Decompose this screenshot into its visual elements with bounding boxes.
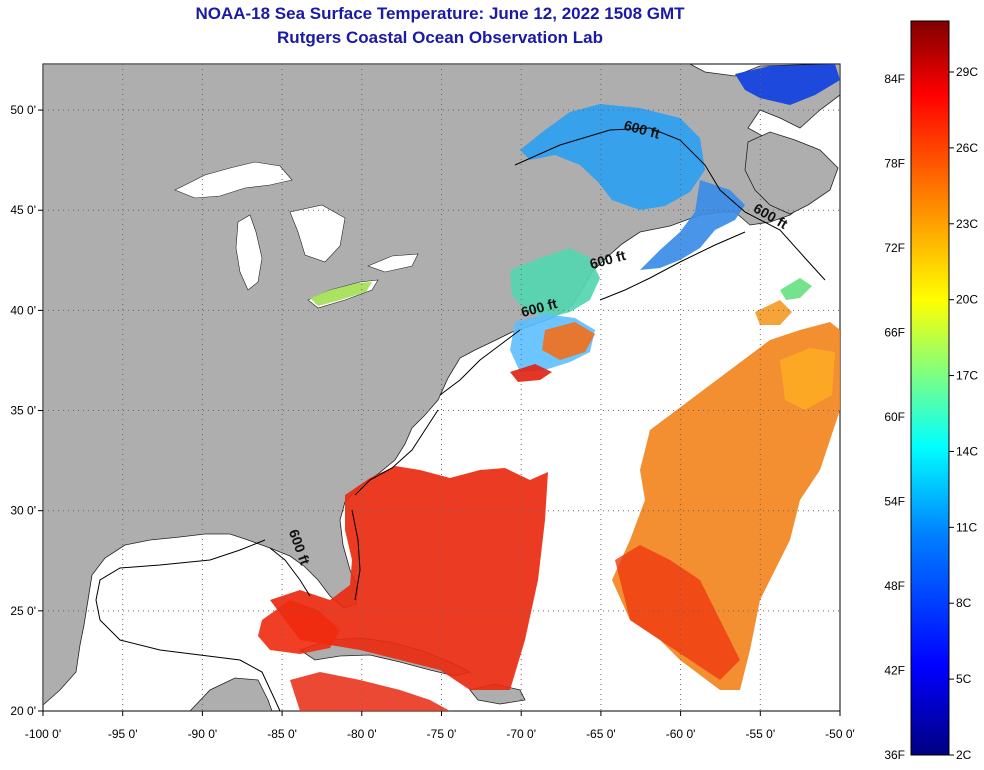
lon-tick-label: -60 0' bbox=[666, 727, 696, 741]
lat-tick-label: 25 0' bbox=[10, 604, 36, 618]
sst-southeast-warm bbox=[270, 466, 548, 690]
colorbar-c-label: 8C bbox=[956, 596, 972, 610]
colorbar-c-label: 26C bbox=[956, 141, 978, 155]
sst-caribbean bbox=[290, 672, 450, 711]
sst-labrador bbox=[735, 64, 840, 105]
lake-ontario bbox=[367, 253, 419, 273]
lon-tick-label: -100 0' bbox=[25, 727, 61, 741]
sst-shelf-warm-core bbox=[542, 322, 595, 360]
colorbar-f-label: 36F bbox=[884, 748, 905, 762]
colorbar-f-label: 84F bbox=[884, 72, 905, 86]
colorbar-f-label: 66F bbox=[884, 326, 905, 340]
lon-tick-label: -50 0' bbox=[825, 727, 855, 741]
colorbar-f-label: 60F bbox=[884, 410, 905, 424]
lon-tick-label: -85 0' bbox=[267, 727, 297, 741]
lat-tick-label: 50 0' bbox=[10, 103, 36, 117]
lake-huron bbox=[289, 204, 346, 263]
colorbar-f-label: 72F bbox=[884, 241, 905, 255]
lon-tick-label: -75 0' bbox=[427, 727, 457, 741]
colorbar-c-label: 14C bbox=[956, 444, 978, 458]
lon-tick-label: -95 0' bbox=[108, 727, 138, 741]
lat-tick-label: 30 0' bbox=[10, 504, 36, 518]
colorbar-c-label: 17C bbox=[956, 369, 978, 383]
colorbar-f-label: 78F bbox=[884, 157, 905, 171]
lon-tick-label: -90 0' bbox=[188, 727, 218, 741]
newfoundland-land bbox=[744, 131, 839, 215]
sst-gulf-st-lawrence bbox=[520, 104, 705, 210]
lon-tick-label: -55 0' bbox=[745, 727, 775, 741]
colorbar-f-label: 42F bbox=[884, 664, 905, 678]
colorbar-f-label: 48F bbox=[884, 579, 905, 593]
sst-patch-green bbox=[780, 278, 812, 300]
sst-patch-east bbox=[755, 300, 792, 325]
colorbar-c-label: 29C bbox=[956, 65, 978, 79]
lat-tick-label: 40 0' bbox=[10, 303, 36, 317]
sst-nova-scotia-shelf bbox=[640, 180, 745, 270]
colorbar-c-label: 11C bbox=[956, 520, 977, 534]
lon-tick-label: -80 0' bbox=[347, 727, 377, 741]
lake-michigan bbox=[235, 214, 263, 291]
lon-tick-label: -70 0' bbox=[506, 727, 536, 741]
colorbar-c-label: 5C bbox=[956, 672, 972, 686]
colorbar-c-label: 2C bbox=[956, 748, 972, 762]
colorbar-c-label: 23C bbox=[956, 217, 978, 231]
sst-lake-erie bbox=[310, 282, 372, 306]
lat-tick-label: 35 0' bbox=[10, 404, 36, 418]
map-subtitle: Rutgers Coastal Ocean Observation Lab bbox=[277, 28, 603, 47]
colorbar-c-label: 20C bbox=[956, 293, 978, 307]
colorbar bbox=[910, 20, 950, 756]
sst-gulf-stream-ne bbox=[510, 364, 552, 382]
sst-sargasso-red-band bbox=[615, 545, 740, 680]
lon-tick-label: -65 0' bbox=[586, 727, 616, 741]
map-title: NOAA-18 Sea Surface Temperature: June 12… bbox=[195, 4, 685, 23]
sst-gulf-of-maine bbox=[510, 248, 600, 318]
lat-tick-label: 20 0' bbox=[10, 704, 36, 718]
colorbar-f-label: 54F bbox=[884, 495, 905, 509]
lake-superior bbox=[174, 161, 293, 199]
isobath-600ft bbox=[95, 127, 826, 711]
sst-sargasso-warm-core bbox=[780, 348, 835, 410]
yucatan-land bbox=[189, 677, 273, 711]
sst-florida-straits bbox=[258, 600, 340, 654]
lat-tick-label: 45 0' bbox=[10, 203, 36, 217]
